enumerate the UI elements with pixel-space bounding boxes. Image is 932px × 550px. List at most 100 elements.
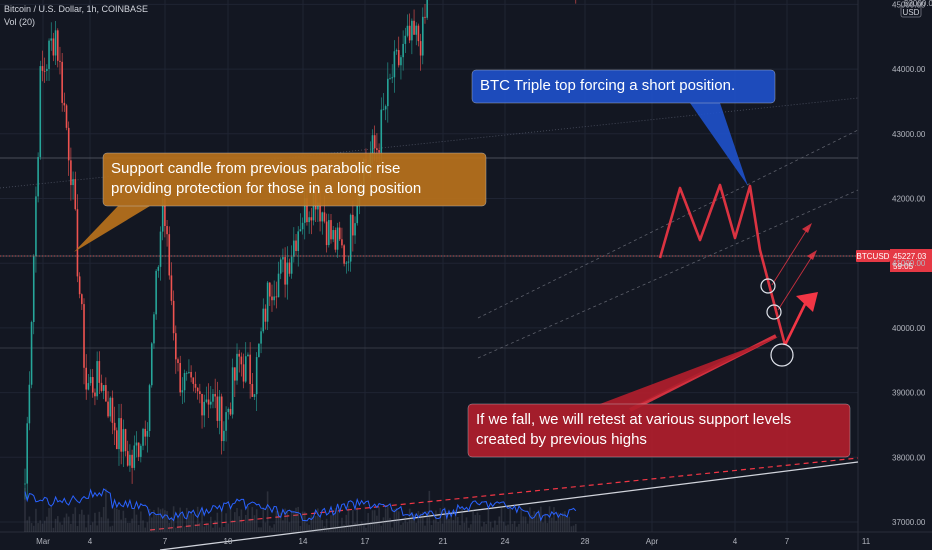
volume-bar (461, 508, 463, 532)
volume-bar (509, 505, 512, 532)
volume-bar (236, 508, 238, 532)
volume-bar (293, 511, 295, 532)
current-countdown-text: 59:05 (893, 262, 914, 271)
price-axis[interactable]: 37000.00 38000.00 39000.00 40000.00 41000.00… (892, 0, 932, 527)
volume-bar (435, 510, 437, 532)
volume-bar (332, 510, 334, 532)
candle-body (192, 377, 195, 384)
volume-bar (498, 516, 501, 532)
candle-body (153, 314, 155, 344)
candle-body (78, 276, 81, 295)
candle-body (177, 359, 179, 363)
candle-body (225, 412, 227, 431)
candle-body (52, 38, 55, 56)
volume-bar (89, 524, 92, 532)
volume-bar (131, 518, 133, 532)
volume-bar (314, 515, 317, 532)
candle-body (266, 282, 269, 322)
volume-bar (557, 512, 560, 532)
candle-body (290, 256, 293, 274)
candle-body (306, 198, 308, 223)
candle-body (54, 30, 57, 56)
current-symbol-tag (856, 250, 890, 262)
y-tick-label: 38000.00 (892, 453, 926, 462)
volume-bar (255, 509, 258, 532)
candle-body (24, 483, 26, 485)
volume-bar (142, 520, 144, 532)
volume-bar (384, 508, 387, 532)
candle-body (341, 239, 343, 246)
candle-body (227, 408, 230, 413)
candle-body (371, 135, 374, 154)
support-circle-1 (760, 278, 776, 294)
volume-bar (369, 521, 372, 532)
volume-bar (111, 525, 114, 532)
volume-bar (269, 525, 271, 532)
candle-body (384, 106, 387, 110)
y-tick-label: 41000.00 (892, 259, 926, 268)
volume-bar (249, 518, 251, 532)
volume-bar (472, 509, 474, 532)
volume-bar (345, 514, 348, 532)
candle-body (194, 383, 197, 388)
volume-bar (308, 524, 310, 532)
candle-body (373, 135, 376, 149)
candle-body (150, 343, 153, 386)
volume-bar (575, 523, 577, 532)
candle-body (142, 428, 144, 446)
volume-bar (61, 524, 63, 532)
volume-bar (190, 511, 192, 532)
target-arrowhead-upper (802, 223, 812, 233)
candle-body (87, 383, 90, 390)
volume-bar (430, 525, 433, 532)
candle-body (347, 261, 350, 263)
volume-bar (548, 506, 551, 532)
volume-bar (561, 512, 564, 532)
x-tick-label: 7 (163, 537, 168, 546)
volume-bar (59, 522, 61, 532)
candle-body (185, 372, 188, 374)
candle-body (172, 300, 175, 334)
volume-bar (273, 524, 275, 532)
volume-bar (474, 514, 477, 532)
volume-bar (72, 513, 74, 532)
volume-bar (402, 522, 404, 532)
current-price-tag (890, 249, 932, 272)
volume-bar (181, 513, 184, 532)
volume-bar (513, 521, 516, 532)
volume-bar (201, 508, 203, 532)
volume-bar (212, 527, 214, 532)
candle-body (328, 220, 330, 246)
candle-body (70, 160, 72, 186)
candle-body (352, 214, 354, 236)
support-circle-2 (766, 304, 782, 320)
volume-bar (87, 514, 90, 532)
volume-bar (467, 527, 470, 532)
volume-bar (74, 507, 77, 532)
time-axis[interactable]: Mar 4 7 10 14 17 21 24 28 Apr 4 7 11 (36, 537, 871, 546)
volume-bar (196, 506, 199, 532)
volume-bar (365, 527, 367, 532)
candle-body (295, 240, 297, 252)
candle-body (244, 356, 247, 382)
volume-bar (432, 519, 435, 532)
candle-body (37, 157, 39, 197)
currency-button[interactable] (900, 5, 922, 18)
candle-body (214, 394, 216, 397)
candle-body (196, 387, 199, 392)
volume-bar (166, 511, 168, 532)
candle-body (260, 331, 262, 344)
volume-bar (301, 511, 304, 532)
candle-body (393, 51, 396, 78)
volume-bar (470, 524, 472, 532)
volume-bar (81, 509, 83, 532)
candle-body (205, 399, 208, 402)
volume-bar (225, 513, 227, 532)
candle-body (105, 385, 107, 402)
candle-body (181, 390, 184, 393)
volume-bar (419, 513, 422, 532)
volume-bar (218, 527, 221, 532)
candle-body (258, 343, 260, 358)
volume-bar (356, 507, 359, 532)
